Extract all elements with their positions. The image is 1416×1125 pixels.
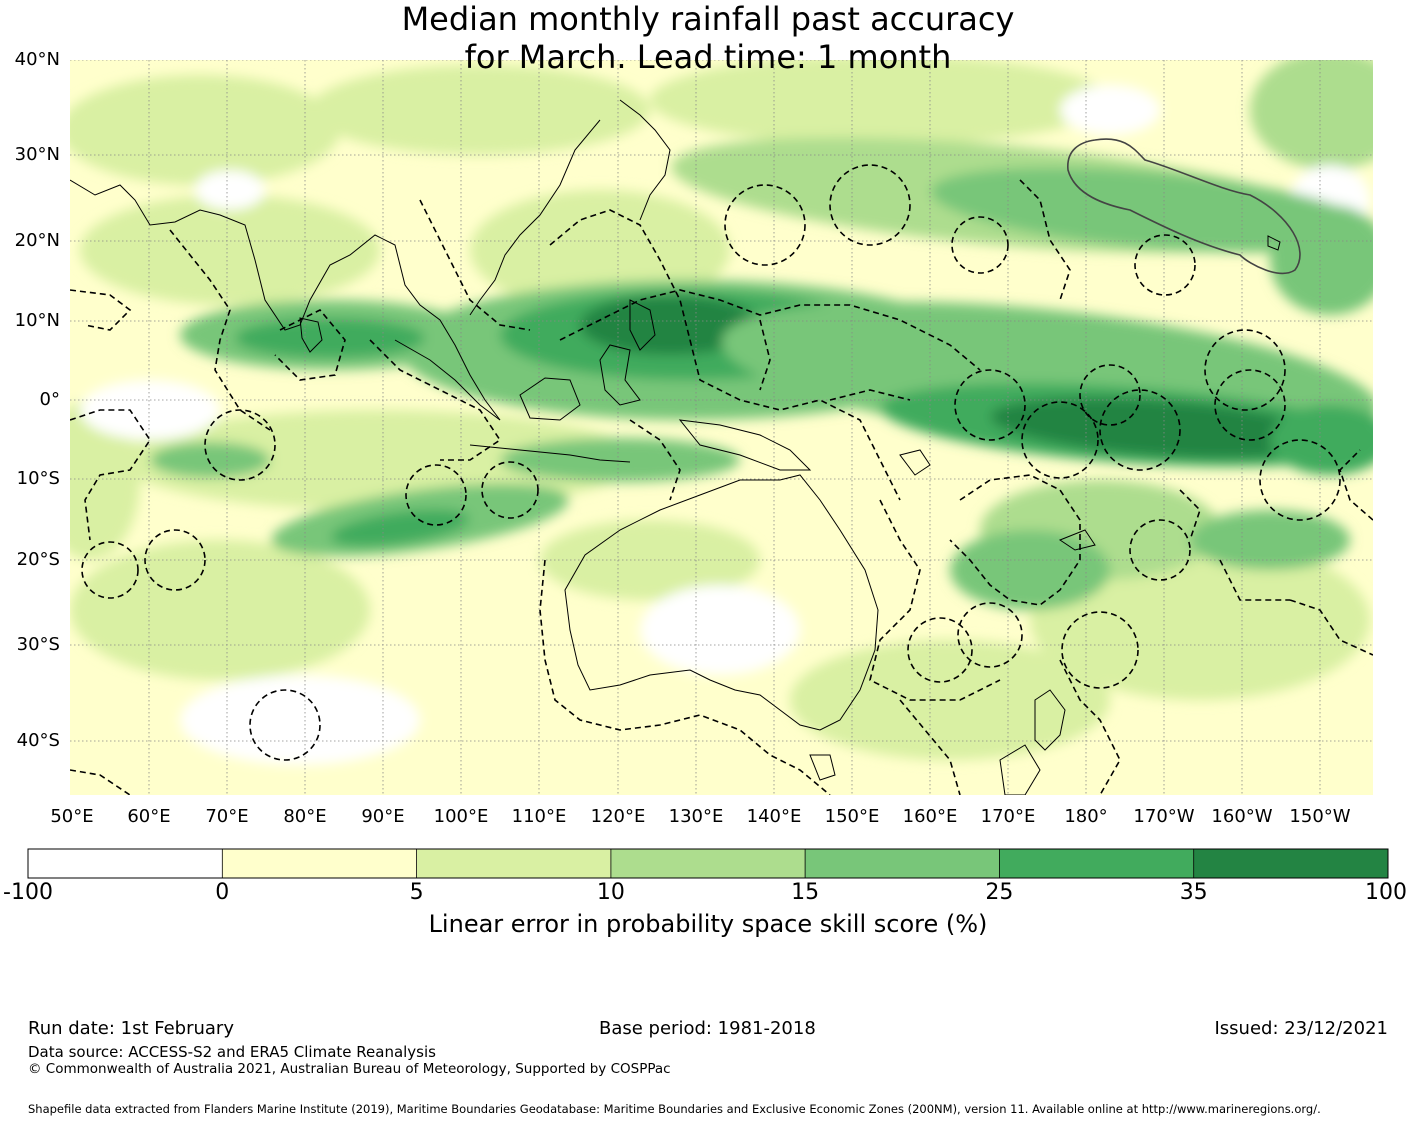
run-date: Run date: 1st February xyxy=(28,1018,234,1039)
lon-label: 120°E xyxy=(590,806,646,827)
colorbar-tick-label: 0 xyxy=(215,880,230,905)
lon-label: 170°W xyxy=(1133,806,1195,827)
colorbar-swatch xyxy=(222,849,417,878)
lat-label: 30°S xyxy=(16,634,60,655)
colorbar-tick-label: 15 xyxy=(791,880,820,905)
map-title-line-2: for March. Lead time: 1 month xyxy=(464,38,952,76)
graticule xyxy=(70,60,1373,795)
lon-label: 130°E xyxy=(668,806,724,827)
base-period: Base period: 1981-2018 xyxy=(599,1018,816,1039)
skill-field xyxy=(70,60,1373,795)
lon-label: 150°W xyxy=(1289,806,1351,827)
lon-label: 90°E xyxy=(361,806,405,827)
lon-label: 160°E xyxy=(902,806,958,827)
lon-label: 180° xyxy=(1064,806,1108,827)
colorbar-swatch xyxy=(1193,849,1388,878)
colorbar-swatch xyxy=(610,849,806,878)
colorbar-swatch xyxy=(999,849,1194,878)
shapefile-credit: Shapefile data extracted from Flanders M… xyxy=(28,1102,1321,1116)
colorbar-label: Linear error in probability space skill … xyxy=(428,910,988,938)
colorbar-swatch xyxy=(28,849,223,878)
lon-label: 140°E xyxy=(746,806,802,827)
colorbar-tick-label: 100 xyxy=(1365,880,1407,905)
lat-label: 10°S xyxy=(16,468,60,489)
lon-label: 160°W xyxy=(1211,806,1273,827)
map-title-line-1: Median monthly rainfall past accuracy xyxy=(401,0,1015,38)
lat-label: 40°N xyxy=(14,49,60,70)
eez-boundaries xyxy=(70,164,1373,795)
hawaii-outline xyxy=(1067,138,1301,275)
coastlines xyxy=(70,99,1281,795)
lon-label: 70°E xyxy=(205,806,249,827)
lat-label: 20°N xyxy=(14,230,60,251)
lon-label: 80°E xyxy=(283,806,327,827)
lon-label: 100°E xyxy=(433,806,489,827)
lon-label: 110°E xyxy=(511,806,567,827)
lat-label: 0° xyxy=(39,389,60,410)
copyright: © Commonwealth of Australia 2021, Austra… xyxy=(28,1061,671,1077)
colorbar-tick-label: 35 xyxy=(1179,880,1208,905)
colorbar-tick-label: 25 xyxy=(985,880,1014,905)
lon-label: 50°E xyxy=(50,806,94,827)
colorbar xyxy=(27,848,1389,879)
colorbar-tick-label: 10 xyxy=(596,880,625,905)
issued-date: Issued: 23/12/2021 xyxy=(1214,1018,1388,1039)
data-source: Data source: ACCESS-S2 and ERA5 Climate … xyxy=(28,1043,436,1061)
colorbar-tick-label: 5 xyxy=(409,880,424,905)
colorbar-tick-label: -100 xyxy=(3,880,53,905)
lon-label: 60°E xyxy=(127,806,171,827)
lat-label: 10°N xyxy=(14,310,60,331)
colorbar-swatch xyxy=(416,849,611,878)
lon-label: 150°E xyxy=(824,806,880,827)
lat-label: 30°N xyxy=(14,144,60,165)
colorbar-swatch xyxy=(805,849,1000,878)
lat-label: 20°S xyxy=(16,549,60,570)
lon-label: 170°E xyxy=(980,806,1036,827)
lat-label: 40°S xyxy=(16,730,60,751)
